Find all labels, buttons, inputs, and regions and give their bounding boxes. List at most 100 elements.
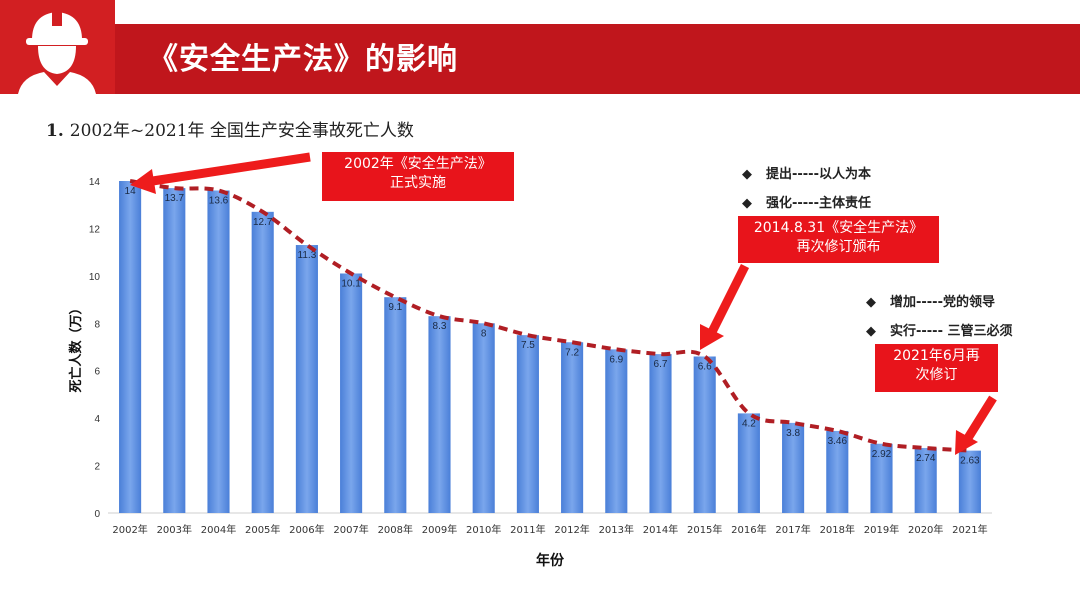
bar xyxy=(428,316,451,513)
bar-value-label: 6.6 xyxy=(698,361,712,372)
x-tick-label: 2011年 xyxy=(510,523,545,536)
callout-2021: 2021年6月再 次修订 xyxy=(875,344,998,392)
bar-value-label: 2.92 xyxy=(872,449,892,460)
x-tick-label: 2008年 xyxy=(378,523,413,536)
bar-value-label: 2.74 xyxy=(916,453,936,464)
header-band xyxy=(0,24,1080,94)
bar-value-label: 12.7 xyxy=(253,217,273,228)
bar-value-label: 8 xyxy=(481,328,487,339)
bar-value-label: 10.1 xyxy=(341,278,361,289)
y-tick-label: 10 xyxy=(89,272,101,283)
bar xyxy=(870,443,893,513)
diamond-bullet-icon: ◆ xyxy=(866,324,876,339)
x-tick-label: 2016年 xyxy=(731,523,766,536)
y-tick-label: 2 xyxy=(94,462,100,473)
bar-value-label: 2.63 xyxy=(960,456,980,467)
bullet-item: ◆ 增加-----党的领导 xyxy=(866,295,995,310)
bar-value-label: 6.9 xyxy=(609,354,623,365)
bar-value-label: 3.8 xyxy=(786,428,800,439)
x-tick-label: 2014年 xyxy=(643,523,678,536)
subtitle-number: 1. xyxy=(46,121,64,141)
bar-value-label: 3.46 xyxy=(828,436,848,447)
arrow-group xyxy=(130,152,997,455)
diamond-bullet-icon: ◆ xyxy=(866,295,876,310)
bar xyxy=(737,413,760,513)
y-axis-title: 死亡人数（万） xyxy=(68,301,84,392)
callout-2002: 2002年《安全生产法》 正式实施 xyxy=(322,152,514,201)
y-tick-label: 4 xyxy=(94,414,100,425)
bar-value-label: 13.6 xyxy=(209,195,229,206)
x-tick-label: 2015年 xyxy=(687,523,722,536)
bar xyxy=(163,188,186,513)
red-arrow-icon xyxy=(700,263,750,350)
red-arrow-icon xyxy=(130,152,311,194)
y-tick-label: 0 xyxy=(94,509,100,520)
callout-line: 正式实施 xyxy=(390,175,446,191)
y-tick-label: 14 xyxy=(89,177,101,188)
bar xyxy=(516,335,539,513)
x-tick-label: 2012年 xyxy=(554,523,589,536)
logo-box xyxy=(0,0,115,94)
subtitle-text: 2002年~2021年 全国生产安全事故死亡人数 xyxy=(69,121,414,141)
bar xyxy=(693,356,716,513)
trendline xyxy=(129,179,971,453)
x-tick-label: 2002年 xyxy=(112,523,147,536)
bar xyxy=(826,430,849,513)
bar xyxy=(340,273,363,513)
callout-2014: 2014.8.31《安全生产法》 再次修订颁布 xyxy=(738,216,939,263)
bar xyxy=(782,422,805,513)
bar xyxy=(295,245,318,513)
x-tick-label: 2005年 xyxy=(245,523,280,536)
red-arrow-icon xyxy=(955,395,997,455)
bar-value-label: 7.2 xyxy=(565,347,579,358)
bar xyxy=(251,211,274,514)
x-tick-label: 2013年 xyxy=(599,523,634,536)
bar xyxy=(384,297,407,513)
x-tick-label: 2007年 xyxy=(333,523,368,536)
bullets-2021: ◆ 增加-----党的领导 ◆ 实行----- 三管三必须 xyxy=(866,291,1013,349)
bar xyxy=(119,181,142,513)
callout-line: 2021年6月再 xyxy=(893,348,980,364)
x-axis-title: 年份 xyxy=(536,552,565,569)
x-tick-label: 2019年 xyxy=(864,523,899,536)
x-tick-label: 2017年 xyxy=(775,523,810,536)
callout-line: 2014.8.31《安全生产法》 xyxy=(753,220,924,236)
callout-line: 2002年《安全生产法》 xyxy=(344,156,492,172)
bullet-item: ◆ 提出-----以人为本 xyxy=(742,167,871,182)
bar xyxy=(207,190,230,513)
x-tick-label: 2018年 xyxy=(820,523,855,536)
x-tick-label: 2020年 xyxy=(908,523,943,536)
bullet-item: ◆ 实行----- 三管三必须 xyxy=(866,324,1013,339)
bar xyxy=(649,354,672,513)
bar-value-label: 13.7 xyxy=(165,193,185,204)
x-tick-label: 2003年 xyxy=(157,523,192,536)
diamond-bullet-icon: ◆ xyxy=(742,167,752,182)
y-tick-label: 6 xyxy=(94,367,100,378)
y-tick-label: 12 xyxy=(89,224,101,235)
callout-line: 再次修订颁布 xyxy=(796,239,881,255)
x-tick-label: 2004年 xyxy=(201,523,236,536)
worker-hardhat-icon xyxy=(18,8,96,94)
bar-value-label: 8.3 xyxy=(433,321,447,332)
bullet-item: ◆ 强化-----主体责任 xyxy=(742,196,871,211)
bar xyxy=(914,448,937,513)
diamond-bullet-icon: ◆ xyxy=(742,196,752,211)
bar xyxy=(605,349,628,513)
bar-value-label: 4.2 xyxy=(742,418,756,429)
y-tick-label: 8 xyxy=(94,319,100,330)
x-tick-label: 2010年 xyxy=(466,523,501,536)
bar xyxy=(561,342,584,513)
bar xyxy=(472,323,495,513)
bullets-2014: ◆ 提出-----以人为本 ◆ 强化-----主体责任 xyxy=(742,163,871,221)
chart-subtitle: 1. 2002年~2021年 全国生产安全事故死亡人数 xyxy=(46,116,414,141)
x-tick-label: 2006年 xyxy=(289,523,324,536)
x-tick-label: 2009年 xyxy=(422,523,457,536)
bar-value-label: 6.7 xyxy=(654,359,668,370)
page-title: 《安全生产法》的影响 xyxy=(148,42,458,77)
bar-value-label: 14 xyxy=(125,186,137,197)
callout-line: 次修订 xyxy=(915,367,958,383)
x-tick-label: 2021年 xyxy=(952,523,987,536)
bar xyxy=(958,450,981,513)
bar-value-label: 11.3 xyxy=(298,250,317,261)
